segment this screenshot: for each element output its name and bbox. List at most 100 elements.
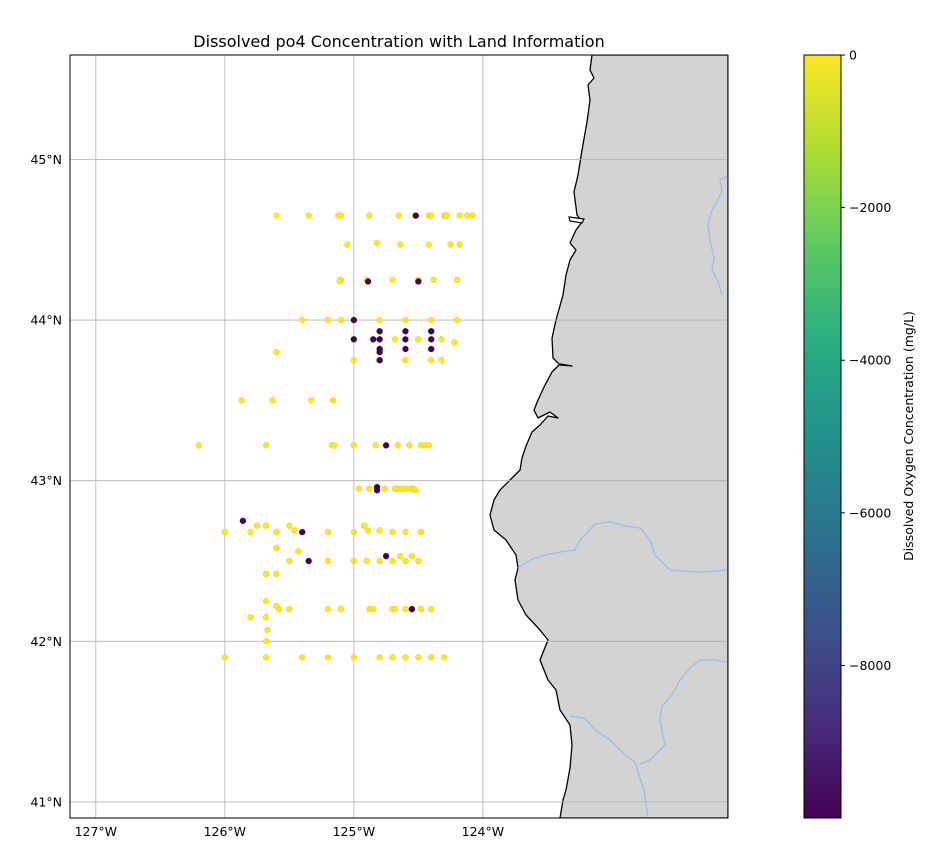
data-point-high	[324, 528, 332, 536]
data-point-high	[324, 654, 332, 661]
x-tick-label: 126°W	[204, 824, 246, 839]
data-point-high	[428, 212, 435, 219]
data-point-low	[428, 336, 435, 343]
data-point-high	[195, 442, 203, 449]
data-point-high	[324, 557, 332, 565]
data-point-high	[305, 212, 312, 219]
data-point-high	[324, 316, 332, 324]
data-point-high	[402, 316, 409, 324]
data-point-high	[372, 442, 379, 449]
colorbar-tick-label: −8000	[849, 658, 891, 673]
map-area	[70, 55, 728, 818]
chart-title: Dissolved po4 Concentration with Land In…	[193, 32, 604, 51]
data-point-high	[415, 654, 422, 661]
colorbar-label: Dissolved Oxygen Concentration (mg/L)	[901, 311, 916, 561]
data-point-high	[417, 528, 425, 536]
data-point-high	[366, 485, 373, 492]
colorbar-tick-label: −2000	[849, 200, 891, 215]
data-point-low	[299, 528, 306, 536]
data-point-low	[412, 212, 419, 219]
data-point-high	[402, 606, 409, 613]
data-point-high	[262, 654, 270, 661]
data-point-high	[428, 654, 435, 661]
data-point-high	[438, 336, 445, 343]
data-point-high	[415, 336, 422, 343]
data-point-high	[381, 485, 388, 492]
y-tick-label: 43°N	[30, 473, 62, 488]
data-point-low	[408, 606, 416, 613]
colorbar-tick-label: 0	[849, 48, 857, 63]
data-point-high	[389, 557, 396, 565]
data-point-high	[286, 522, 293, 529]
data-point-high	[366, 212, 373, 219]
data-point-high	[397, 241, 404, 248]
data-point-high	[262, 597, 270, 605]
data-point-low	[376, 328, 383, 335]
data-point-high	[262, 570, 270, 577]
data-point-high	[408, 553, 416, 560]
data-point-high	[417, 606, 425, 613]
data-point-high	[286, 557, 293, 565]
data-point-high	[262, 614, 270, 621]
data-point-high	[453, 316, 461, 324]
data-point-high	[269, 397, 276, 404]
data-point-high	[438, 357, 445, 364]
x-tick-label: 124°W	[462, 824, 504, 839]
data-point-high	[221, 654, 228, 661]
x-tick-label: 127°W	[75, 824, 117, 839]
colorbar-tick-label: −6000	[849, 505, 891, 520]
data-point-high	[402, 528, 409, 536]
data-point-high	[469, 212, 476, 219]
colorbar-ticks: 0 −2000 −4000 −6000 −8000	[841, 48, 891, 673]
data-points	[195, 212, 476, 661]
data-point-high	[373, 239, 381, 247]
data-point-high	[425, 241, 432, 248]
data-point-high	[415, 557, 422, 565]
data-point-high	[447, 241, 454, 248]
data-point-low	[350, 336, 357, 343]
data-point-low	[428, 328, 435, 335]
data-point-high	[273, 349, 280, 356]
data-point-high	[428, 316, 435, 324]
data-point-high	[336, 278, 343, 285]
data-point-high	[331, 442, 338, 449]
data-point-high	[443, 212, 450, 219]
data-point-high	[453, 276, 461, 284]
data-point-high	[264, 626, 271, 634]
data-point-high	[291, 527, 298, 534]
data-point-high	[350, 654, 357, 661]
y-tick-label: 41°N	[30, 794, 62, 809]
data-point-high	[238, 397, 245, 404]
data-point-high	[330, 397, 337, 404]
data-point-high	[247, 614, 254, 621]
data-point-high	[295, 548, 302, 555]
data-point-high	[402, 357, 409, 364]
data-point-high	[337, 606, 345, 613]
data-point-high	[389, 654, 396, 661]
plot-frame	[69, 54, 729, 819]
data-point-high	[389, 276, 396, 284]
data-point-high	[308, 397, 315, 404]
colorbar: 0 −2000 −4000 −6000 −8000 Dissolved Oxygen C…	[803, 48, 916, 819]
data-point-high	[402, 654, 409, 661]
data-point-high	[412, 487, 419, 494]
data-point-low	[376, 357, 383, 364]
data-point-low	[402, 336, 409, 343]
data-point-high	[253, 522, 261, 529]
data-point-high	[337, 316, 345, 324]
data-point-high	[273, 212, 280, 219]
colorbar-gradient	[803, 54, 842, 819]
data-point-high	[350, 528, 357, 536]
data-point-high	[425, 442, 432, 449]
data-point-high	[376, 316, 383, 324]
data-point-low	[402, 328, 409, 335]
data-point-low	[428, 345, 435, 353]
data-point-high	[428, 606, 435, 613]
data-point-low	[364, 278, 372, 285]
data-point-high	[451, 339, 458, 346]
data-point-high	[376, 557, 383, 565]
data-point-high	[299, 654, 306, 661]
data-point-low	[350, 316, 357, 324]
data-point-high	[364, 527, 372, 534]
data-point-high	[376, 654, 383, 661]
